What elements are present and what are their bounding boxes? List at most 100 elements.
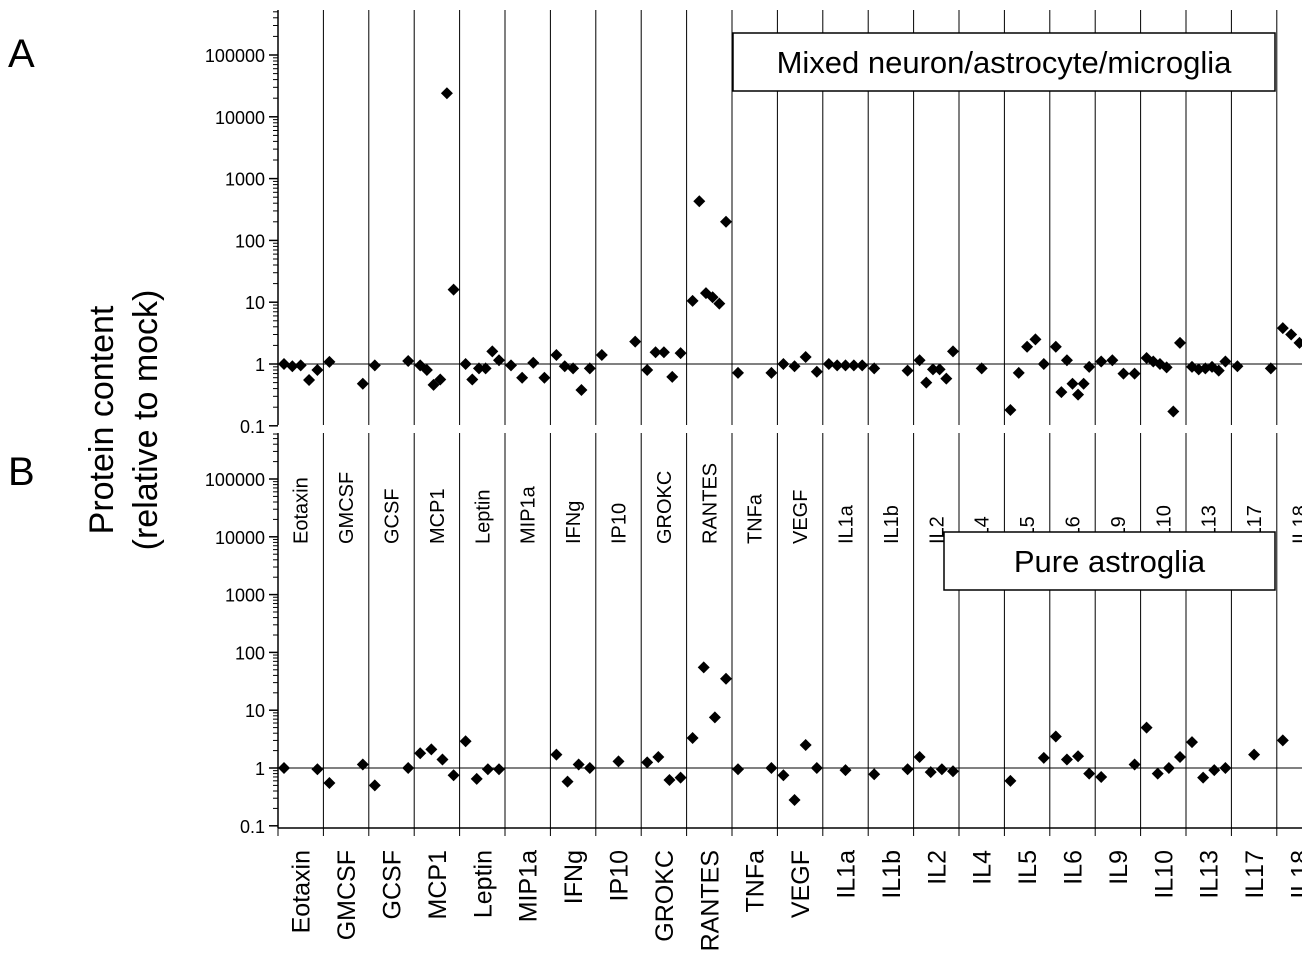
panel-b-data-point xyxy=(708,711,721,724)
panel-b-data-point xyxy=(913,750,926,763)
panel-b-data-point xyxy=(1004,774,1017,787)
panel-a-data-point xyxy=(1066,377,1079,390)
panel-a-data-point xyxy=(940,372,953,385)
panel-b-data-point xyxy=(1072,750,1085,763)
panel-a-data-point xyxy=(920,376,933,389)
panel-b-x-tick-label: TNFa xyxy=(742,850,770,913)
panel-b-data-point xyxy=(641,756,654,769)
panel-a-y-tick-label: 10000 xyxy=(215,108,265,128)
panel-a-data-point xyxy=(1264,362,1277,375)
panel-a-plot: 0.1 1 10 100 1000 10000 100000 Mixed neuron/ast… xyxy=(205,10,1302,544)
panel-a-data-point xyxy=(1167,405,1180,418)
panel-a-category-label: IP10 xyxy=(609,503,631,544)
panel-a-data-point xyxy=(1128,367,1141,380)
panel-a-y-tick-label: 1000 xyxy=(225,170,265,190)
panel-a-data-point xyxy=(1285,328,1298,341)
panel-a-data-point xyxy=(666,370,679,383)
panel-b-data-point xyxy=(697,661,710,674)
panel-a-data-point xyxy=(706,291,719,304)
panel-b-y-tick-label: 0.1 xyxy=(240,817,265,837)
panel-a-data-point xyxy=(1012,366,1025,379)
panel-a-category-label: Eotaxin xyxy=(291,477,313,544)
panel-b-data-point xyxy=(686,732,699,745)
panel-a-y-tick-label: 10 xyxy=(245,293,265,313)
panel-a-data-point xyxy=(788,360,801,373)
panel-b-data-point xyxy=(1151,767,1164,780)
panel-b-x-tick-label: IL10 xyxy=(1150,850,1178,899)
panel-a-data-point xyxy=(447,283,460,296)
panel-a-data-point xyxy=(1021,340,1034,353)
panel-b-x-tick-label: MCP1 xyxy=(424,850,452,919)
panel-b-data-point xyxy=(1060,753,1073,766)
panel-b-data-point xyxy=(1174,750,1186,763)
panel-b-x-tick-label: GROKC xyxy=(651,850,679,942)
panel-a-data-point xyxy=(402,354,415,367)
panel-b-data-point xyxy=(311,763,324,776)
panel-a-data-point xyxy=(1004,404,1017,417)
panel-a-data-point xyxy=(516,371,529,384)
panel-a-data-point xyxy=(575,383,588,396)
panel-b-x-tick-label: IL1b xyxy=(878,850,906,899)
panel-a-data-point xyxy=(693,195,706,208)
panel-b-data-point xyxy=(1083,767,1096,780)
panel-a-category-label: GCSF xyxy=(382,488,404,544)
panel-a-data-point xyxy=(810,365,823,378)
panel-b-data-point xyxy=(924,766,937,779)
panel-a-category-label: IL1b xyxy=(881,505,903,544)
panel-b-data-point xyxy=(1128,758,1141,771)
panel-b-data-point xyxy=(839,764,852,777)
panel-b-x-tick-label: VEGF xyxy=(787,850,815,918)
panel-b-data-point xyxy=(1276,734,1289,747)
y-axis-label-line1: Protein content xyxy=(83,305,121,534)
panel-b-data-point xyxy=(947,765,959,778)
panel-a-category-label: VEGF xyxy=(790,490,812,544)
panel-b-label-box xyxy=(943,531,1276,591)
panel-a-data-point xyxy=(674,347,687,360)
panel-a-data-point xyxy=(856,359,869,372)
panel-b-y-tick-label: 10 xyxy=(245,701,265,721)
panel-b-data-point xyxy=(459,735,472,748)
panel-b-y-tick-label: 1 xyxy=(255,759,265,779)
panel-a-data-point xyxy=(822,358,835,370)
panel-b-data-point xyxy=(323,777,336,790)
panel-b-x-tick-label: IL18 xyxy=(1287,850,1302,899)
panel-a-data-point xyxy=(323,355,336,368)
panel-a-data-point xyxy=(713,297,726,310)
panel-a-data-point xyxy=(933,363,946,376)
y-axis-label-line2: (relative to mock) xyxy=(127,290,165,551)
panel-a-data-point xyxy=(527,356,540,369)
panel-a-data-point xyxy=(1055,386,1068,399)
panel-b-x-tick-label: IP10 xyxy=(606,850,634,901)
panel-b-data-point xyxy=(447,769,460,782)
panel-b-x-tick-label: IL2 xyxy=(923,850,951,885)
panel-a-data-point xyxy=(799,350,812,363)
panel-a-category-label: RANTES xyxy=(699,463,721,544)
panel-b-x-tick-label: MIP1a xyxy=(515,850,543,922)
panel-a-data-point xyxy=(368,359,381,372)
panel-b-x-tick-label: RANTES xyxy=(696,850,724,951)
panel-a-data-point xyxy=(486,345,499,358)
panel-a-data-point xyxy=(947,345,959,358)
panel-a-data-point xyxy=(286,360,299,373)
panel-a-data-point xyxy=(1160,361,1173,374)
panel-a-data-point xyxy=(550,348,563,361)
panel-b-data-point xyxy=(402,762,415,774)
panel-a-category-label: IL18 xyxy=(1290,505,1302,544)
panel-b-data-point xyxy=(583,762,596,774)
panel-a-y-tick-label: 100 xyxy=(235,231,265,251)
panel-a-data-point xyxy=(868,362,881,375)
panel-a-data-point xyxy=(765,366,778,379)
panel-b-x-tick-label: IL13 xyxy=(1196,850,1224,899)
panel-a-category-label: TNFa xyxy=(745,493,767,544)
panel-b-label-box-text: Pure astroglia xyxy=(1014,544,1206,579)
panel-a-category-label: GROKC xyxy=(654,471,676,544)
panel-b-data-point xyxy=(414,747,427,760)
panel-a-data-point xyxy=(1083,360,1096,373)
panel-a-data-point xyxy=(975,362,988,375)
panel-a-category-label: IL2 xyxy=(926,516,948,544)
panel-b-data-point xyxy=(732,763,744,776)
panel-b-data-point xyxy=(1248,748,1261,761)
panel-b-data-point xyxy=(1095,770,1108,783)
panel-a-data-point xyxy=(913,354,926,367)
